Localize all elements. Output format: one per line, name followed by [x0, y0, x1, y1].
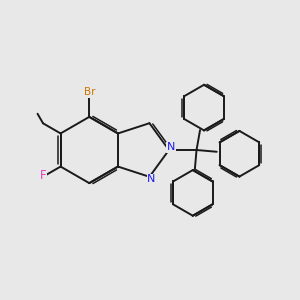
Text: F: F — [40, 169, 46, 182]
Text: N: N — [147, 174, 155, 184]
Text: N: N — [167, 142, 175, 152]
Text: Br: Br — [83, 87, 95, 97]
